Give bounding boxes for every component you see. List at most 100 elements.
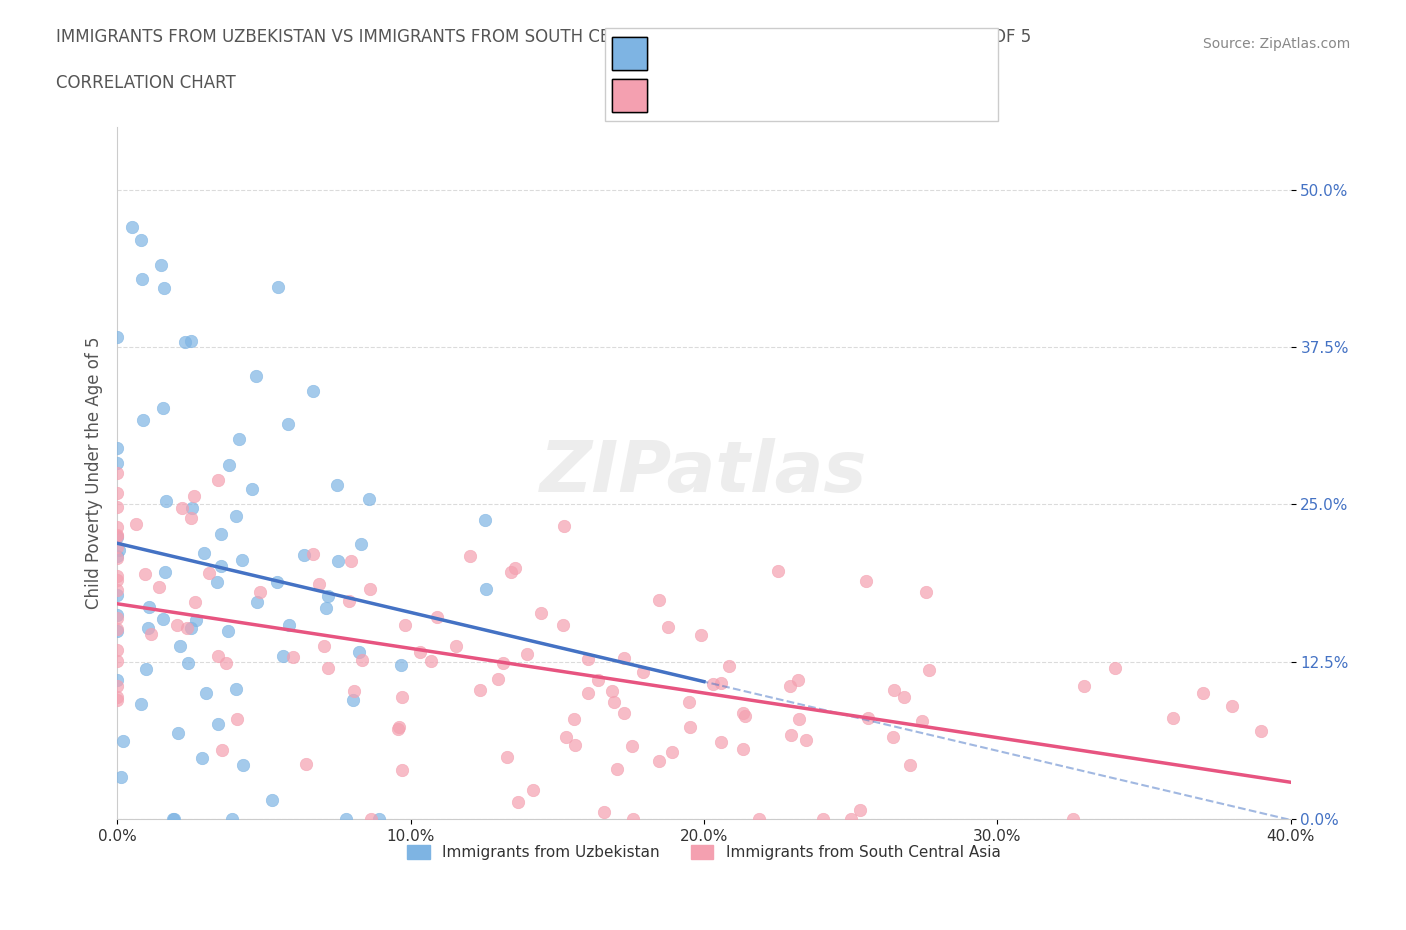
Point	[193, 545, 215, 560]
Point	[155, 565, 177, 579]
Point	[326, 478, 349, 493]
Point	[444, 639, 467, 654]
Point	[621, 811, 644, 826]
Point	[153, 280, 176, 295]
Point	[225, 711, 247, 726]
Point	[225, 682, 247, 697]
Point	[883, 682, 905, 697]
Point	[105, 679, 128, 694]
Point	[232, 758, 254, 773]
Point	[105, 528, 128, 543]
Point	[882, 730, 904, 745]
Point	[342, 693, 364, 708]
Point	[105, 568, 128, 583]
Point	[105, 583, 128, 598]
Point	[105, 551, 128, 565]
Point	[177, 656, 200, 671]
Point	[368, 811, 391, 826]
Point	[613, 705, 636, 720]
Point	[914, 584, 936, 599]
Point	[1161, 711, 1184, 725]
Point	[138, 600, 160, 615]
Point	[315, 601, 337, 616]
Point	[710, 675, 733, 690]
Point	[391, 689, 413, 704]
Point	[302, 547, 325, 562]
Point	[267, 279, 290, 294]
Point	[121, 219, 143, 234]
Point	[125, 517, 148, 532]
Point	[249, 585, 271, 600]
Point	[105, 330, 128, 345]
Point	[586, 673, 609, 688]
Point	[553, 518, 575, 533]
Point	[918, 662, 941, 677]
Point	[359, 491, 381, 506]
Point	[105, 607, 128, 622]
Point	[475, 581, 498, 596]
Point	[131, 272, 153, 286]
Point	[260, 792, 283, 807]
Point	[217, 623, 239, 638]
Point	[183, 488, 205, 503]
Point	[1191, 685, 1213, 700]
Point	[207, 648, 229, 663]
Point	[105, 520, 128, 535]
Point	[786, 672, 808, 687]
Point	[155, 494, 177, 509]
Point	[136, 620, 159, 635]
Point	[105, 587, 128, 602]
Point	[1062, 811, 1084, 826]
Point	[856, 711, 879, 725]
Y-axis label: Child Poverty Under the Age of 5: Child Poverty Under the Age of 5	[86, 337, 103, 609]
Point	[339, 553, 361, 568]
Point	[391, 658, 413, 672]
Point	[172, 500, 194, 515]
Point	[110, 769, 132, 784]
Point	[748, 811, 770, 826]
Text: Source: ZipAtlas.com: Source: ZipAtlas.com	[1202, 37, 1350, 51]
Point	[245, 369, 267, 384]
Point	[503, 561, 526, 576]
Point	[779, 727, 801, 742]
Point	[148, 579, 170, 594]
Point	[105, 440, 128, 455]
Point	[811, 811, 834, 826]
Point	[578, 685, 600, 700]
Point	[181, 500, 204, 515]
Point	[702, 677, 724, 692]
Point	[173, 334, 195, 349]
Point	[316, 589, 339, 604]
Point	[766, 564, 789, 578]
Point	[105, 693, 128, 708]
Point	[337, 594, 360, 609]
Point	[205, 575, 228, 590]
Point	[105, 623, 128, 638]
Point	[409, 644, 432, 659]
Point	[281, 649, 304, 664]
Point	[105, 643, 128, 658]
Point	[733, 741, 755, 756]
Point	[554, 730, 576, 745]
Point	[458, 549, 481, 564]
Point	[211, 742, 233, 757]
Point	[593, 804, 616, 819]
Point	[657, 619, 679, 634]
Point	[105, 466, 128, 481]
Point	[112, 734, 135, 749]
Point	[522, 783, 544, 798]
Point	[221, 811, 243, 826]
Point	[553, 618, 575, 632]
Point	[271, 649, 294, 664]
Point	[387, 722, 409, 737]
Point	[1250, 724, 1272, 738]
Point	[496, 750, 519, 764]
Point	[849, 803, 872, 817]
Point	[335, 811, 357, 826]
Point	[388, 719, 411, 734]
Point	[394, 618, 416, 632]
Point	[613, 650, 636, 665]
Point	[209, 559, 232, 574]
Point	[150, 258, 173, 272]
Point	[603, 695, 626, 710]
